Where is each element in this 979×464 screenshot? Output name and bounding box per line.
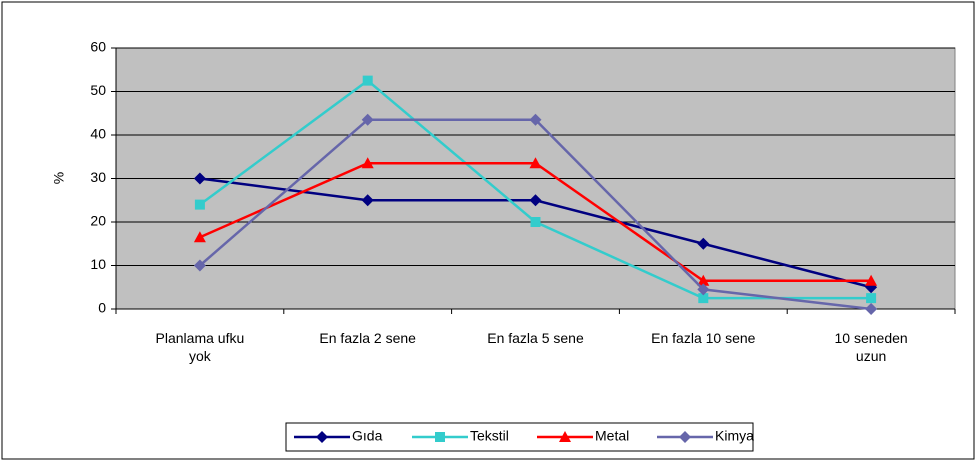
x-tick-label: Planlama ufku yok <box>155 330 245 364</box>
x-tick-label: En fazla 10 sene <box>651 330 756 346</box>
marker <box>697 274 710 286</box>
marker <box>559 431 571 442</box>
marker <box>193 172 206 185</box>
marker <box>361 157 374 169</box>
legend-label: Kimya <box>715 428 754 444</box>
marker <box>529 157 542 169</box>
marker <box>362 75 373 86</box>
marker <box>193 231 206 243</box>
x-tick-label: 10 seneden uzun <box>834 330 908 364</box>
marker <box>194 199 205 210</box>
y-tick-label: 60 <box>90 39 106 55</box>
marker <box>193 259 206 272</box>
y-tick-label: 50 <box>90 82 106 98</box>
y-tick-label: 0 <box>98 300 106 316</box>
marker <box>697 237 710 250</box>
x-tick-label: En fazla 5 sene <box>487 330 584 346</box>
legend-label: Gıda <box>352 428 383 444</box>
marker <box>530 217 541 227</box>
marker <box>435 432 445 442</box>
y-tick-label: 30 <box>90 169 106 185</box>
marker <box>865 303 878 315</box>
marker <box>529 194 542 207</box>
marker <box>865 274 878 286</box>
y-tick-label: 40 <box>90 126 106 142</box>
legend-label: Tekstil <box>470 428 509 444</box>
y-axis-label: % <box>51 172 67 184</box>
marker <box>361 113 374 126</box>
marker <box>698 293 709 304</box>
y-tick-label: 20 <box>90 213 106 229</box>
marker <box>316 431 328 443</box>
marker <box>529 113 542 126</box>
legend-label: Metal <box>595 428 629 444</box>
marker <box>697 283 710 296</box>
marker <box>361 194 374 207</box>
marker <box>866 293 877 304</box>
y-tick-label: 10 <box>90 256 106 272</box>
marker <box>679 431 691 443</box>
x-tick-label: En fazla 2 sene <box>319 330 416 346</box>
